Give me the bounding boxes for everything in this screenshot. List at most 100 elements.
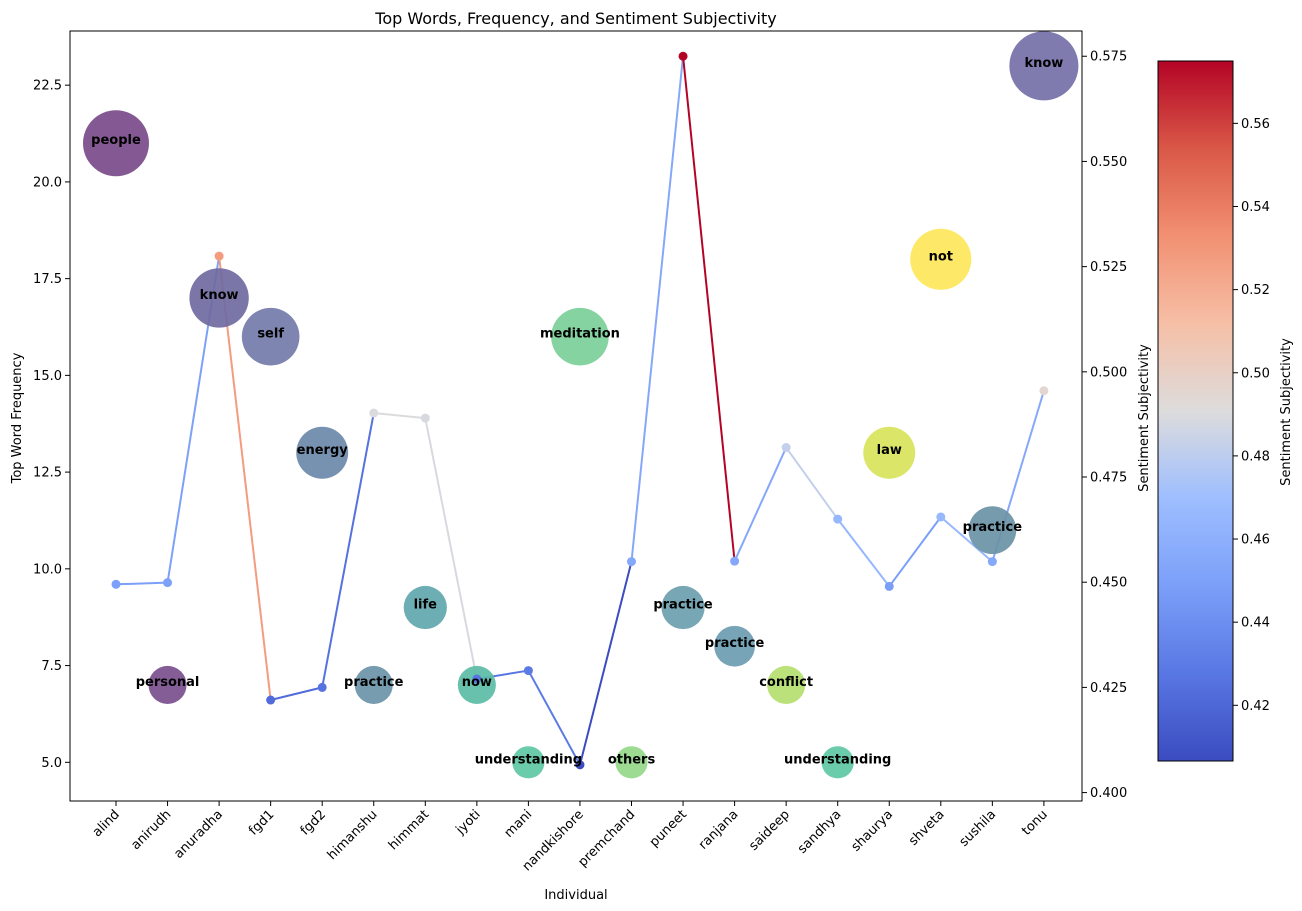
bubble-layer: [83, 31, 1079, 779]
x-tick-label-mani: mani: [502, 807, 536, 841]
bubble-label-tonu: know: [1024, 56, 1063, 71]
y-tick-label: 7.5: [41, 659, 62, 674]
subjectivity-line-segment: [733, 447, 788, 562]
x-tick-label-saideep: saideep: [746, 807, 793, 854]
y2-tick-label: 0.400: [1090, 786, 1127, 801]
subjectivity-line-segment: [321, 412, 375, 688]
x-tick-label-shaurya: shaurya: [849, 807, 897, 855]
bubble-saideep: [767, 665, 806, 704]
subjectivity-line-segment: [940, 516, 994, 563]
bubble-labels-layer: people personal know self energy practice life…: [91, 56, 1063, 767]
bubble-label-nandkishore: meditation: [540, 327, 620, 342]
subjectivity-point-himmat: [420, 413, 430, 423]
subjectivity-line-segment: [836, 518, 891, 588]
bubble-alind: [83, 110, 149, 177]
y-axis-title: Top Word Frequency: [10, 352, 25, 484]
x-tick-label-fgd1: fgd1: [246, 807, 277, 838]
bubble-tonu: [1009, 31, 1079, 101]
subjectivity-point-ranjana: [730, 556, 740, 566]
y-tick-label: 10.0: [33, 562, 62, 577]
subjectivity-point-nandkishore: [575, 760, 585, 770]
bubble-label-himmat: life: [414, 598, 438, 613]
bubble-label-sushila: practice: [963, 520, 1023, 535]
x-axis-title: Individual: [544, 888, 607, 903]
colorbar-tick-label: 0.50: [1241, 366, 1270, 381]
subjectivity-point-fgd2: [317, 682, 327, 692]
x-tick-label-anirudh: anirudh: [128, 807, 174, 853]
subjectivity-point-tonu: [1039, 386, 1049, 396]
bubble-label-shveta: not: [929, 249, 953, 264]
colorbar-tick-label: 0.48: [1241, 449, 1270, 464]
bubble-label-saideep: conflict: [759, 675, 813, 690]
bubble-label-premchand: others: [608, 752, 656, 767]
y2-tick-label: 0.575: [1090, 50, 1127, 65]
subjectivity-line-segment: [682, 56, 736, 562]
bubble-label-himanshu: practice: [344, 675, 404, 690]
subjectivity-line-segment: [578, 561, 633, 766]
bubble-nandkishore: [551, 307, 609, 366]
bubble-shaurya: [863, 426, 916, 479]
subjectivity-line-segment: [373, 412, 426, 420]
bubble-anuradha: [189, 268, 249, 328]
x-tick-label-puneet: puneet: [647, 807, 690, 850]
bubble-ranjana: [714, 625, 755, 667]
subjectivity-point-puneet: [678, 51, 688, 61]
bubble-sandhya: [821, 746, 854, 779]
colorbar-title: Sentiment Subjectivity: [1279, 338, 1294, 486]
bubble-shveta: [910, 228, 972, 290]
subjectivity-line-segment: [527, 670, 581, 766]
colorbar-tick-label: 0.54: [1241, 200, 1270, 215]
bubble-label-puneet: practice: [653, 598, 713, 613]
y2-tick-label: 0.475: [1090, 471, 1127, 486]
subjectivity-points-layer: [111, 51, 1049, 770]
y-tick-label: 15.0: [33, 369, 62, 384]
plot-frame: [69, 30, 1083, 802]
y2-tick-label: 0.425: [1090, 681, 1127, 696]
subjectivity-line-segment: [424, 417, 478, 680]
bubble-mani: [512, 746, 545, 779]
bubble-premchand: [615, 746, 648, 779]
colorbar-tick-label: 0.42: [1241, 699, 1270, 714]
y-tick-label: 17.5: [33, 272, 62, 287]
subjectivity-point-anirudh: [163, 578, 173, 588]
bubble-label-alind: people: [91, 133, 141, 148]
subjectivity-line-layer: [115, 56, 1045, 766]
bubble-himmat: [403, 585, 447, 630]
subjectivity-point-premchand: [627, 557, 636, 567]
y2-tick-label: 0.525: [1090, 260, 1127, 275]
y-tick-label: 5.0: [41, 756, 62, 771]
x-tick-label-himmat: himmat: [386, 807, 432, 853]
axes-layer: 5.0 7.5 10.0 12.5 15.0 17.5 20.0 22.5 0.400 0.425…: [33, 30, 1127, 874]
subjectivity-point-sushila: [987, 557, 997, 567]
subjectivity-line-segment: [218, 255, 272, 701]
subjectivity-point-shaurya: [884, 581, 894, 591]
colorbar-tick-label: 0.46: [1241, 533, 1270, 548]
y2-tick-label: 0.500: [1090, 365, 1127, 380]
x-tick-label-fgd2: fgd2: [298, 807, 329, 838]
y2-axis-title: Sentiment Subjectivity: [1137, 344, 1152, 492]
bubble-jyoti: [457, 665, 496, 704]
x-tick-label-sushila: sushila: [957, 807, 1000, 850]
x-tick-label-shveta: shveta: [906, 807, 948, 849]
subjectivity-point-mani: [523, 666, 533, 676]
x-tick-label-jyoti: jyoti: [453, 807, 484, 838]
bubble-label-fgd1: self: [257, 327, 284, 342]
bubble-label-shaurya: law: [877, 443, 902, 458]
bubble-fgd1: [241, 307, 300, 366]
bubble-himanshu: [354, 665, 393, 704]
subjectivity-line-segment: [270, 686, 323, 701]
subjectivity-line-segment: [630, 56, 685, 562]
subjectivity-line-segment: [888, 516, 942, 588]
colorbar-tick-label: 0.52: [1241, 283, 1270, 298]
bubble-label-ranjana: practice: [705, 636, 765, 651]
y2-tick-label: 0.450: [1090, 576, 1127, 591]
subjectivity-line-segment: [115, 581, 168, 586]
subjectivity-point-himanshu: [369, 408, 379, 418]
bubble-label-sandhya: understanding: [784, 752, 891, 767]
subjectivity-point-fgd1: [266, 695, 276, 705]
subjectivity-point-jyoti: [472, 674, 482, 684]
x-tick-label-alind: alind: [90, 807, 123, 840]
y-tick-label: 12.5: [33, 466, 62, 481]
subjectivity-point-sandhya: [833, 514, 843, 524]
